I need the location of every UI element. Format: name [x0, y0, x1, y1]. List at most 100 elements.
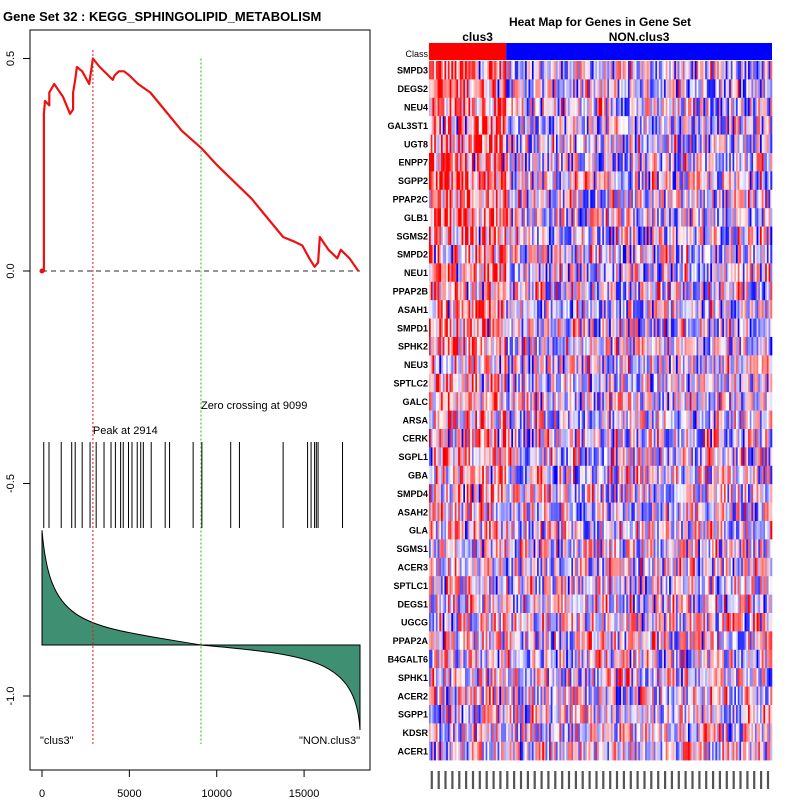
heatmap-cell — [475, 300, 478, 319]
heatmap-cell — [742, 392, 745, 411]
heatmap-cell — [727, 97, 730, 117]
heatmap-cell — [537, 281, 540, 301]
heatmap-cell — [753, 226, 756, 246]
heatmap-cell — [466, 116, 469, 135]
heatmap-cell — [509, 465, 512, 485]
heatmap-cell — [494, 373, 497, 393]
heatmap-cell — [627, 392, 630, 411]
heatmap-cell — [619, 171, 622, 190]
heatmap-cell — [487, 502, 490, 522]
heatmap-cell — [442, 61, 445, 80]
heatmap-cell — [722, 208, 725, 227]
heatmap-cell — [590, 208, 593, 227]
heatmap-cell — [770, 189, 773, 209]
heatmap-cell — [720, 355, 723, 374]
heatmap-cell — [519, 97, 522, 117]
heatmap-cell — [655, 245, 658, 264]
heatmap-cell — [614, 116, 617, 135]
heatmap-cell — [456, 134, 459, 154]
heatmap-cell — [708, 318, 711, 338]
heatmap-cell — [725, 318, 728, 338]
heatmap-cell — [581, 337, 584, 356]
heatmap-cell — [576, 392, 579, 411]
heatmap-cell — [497, 281, 500, 301]
heatmap-cell — [526, 189, 529, 209]
heatmap-cell — [665, 300, 668, 319]
heatmap-cell — [660, 373, 663, 393]
heatmap-cell — [581, 226, 584, 246]
heatmap-cell — [578, 502, 581, 522]
heatmap-cell — [578, 134, 581, 154]
heatmap-cell — [583, 79, 586, 98]
heatmap-cell — [441, 79, 444, 98]
heatmap-cell — [693, 392, 696, 411]
heatmap-cell — [715, 61, 718, 80]
heatmap-cell — [528, 337, 531, 356]
heatmap-cell — [538, 97, 541, 117]
heatmap-cell — [473, 226, 476, 246]
heatmap-cell — [588, 300, 591, 319]
heatmap-cell — [597, 97, 600, 117]
heatmap-cell — [447, 245, 450, 264]
heatmap-cell — [557, 281, 560, 301]
heatmap-cell — [650, 465, 653, 485]
heatmap-cell — [495, 373, 498, 393]
heatmap-cell — [554, 465, 557, 485]
heatmap-cell — [610, 392, 613, 411]
heatmap-cell — [693, 410, 696, 430]
heatmap-cell — [526, 226, 529, 246]
heatmap-cell — [711, 465, 714, 485]
heatmap-cell — [495, 465, 498, 485]
heatmap-cell — [691, 484, 694, 503]
heatmap-cell — [614, 189, 617, 209]
heatmap-cell — [538, 226, 541, 246]
heatmap-cell — [564, 392, 567, 411]
heatmap-cell — [689, 337, 692, 356]
heatmap-cell — [441, 134, 444, 154]
heatmap-cell — [662, 410, 665, 430]
heatmap-cell — [758, 373, 761, 393]
heatmap-cell — [435, 208, 438, 227]
heatmap-cell — [564, 410, 567, 430]
heatmap-cell — [653, 226, 656, 246]
heatmap-cell — [706, 300, 709, 319]
heatmap-cell — [633, 318, 636, 338]
heatmap-cell — [458, 502, 461, 522]
heatmap-cell — [662, 300, 665, 319]
heatmap-cell — [485, 447, 488, 466]
heatmap-cell — [598, 410, 601, 430]
heatmap-cell — [675, 116, 678, 135]
heatmap-cell — [581, 392, 584, 411]
heatmap-cell — [593, 318, 596, 338]
heatmap-cell — [525, 392, 528, 411]
heatmap-cell — [639, 79, 642, 98]
heatmap-cell — [571, 392, 574, 411]
heatmap-cell — [547, 502, 550, 522]
heatmap-cell — [542, 300, 545, 319]
heatmap-cell — [770, 318, 773, 338]
heatmap-cell — [495, 484, 498, 503]
heatmap-cell — [598, 373, 601, 393]
heatmap-cell — [727, 171, 730, 190]
heatmap-cell — [588, 318, 591, 338]
heatmap-cell — [754, 337, 757, 356]
heatmap-cell — [569, 245, 572, 264]
heatmap-cell — [686, 373, 689, 393]
heatmap-cell — [633, 171, 636, 190]
heatmap-cell — [722, 97, 725, 117]
heatmap-cell — [463, 134, 466, 154]
heatmap-cell — [454, 263, 457, 282]
heatmap-cell — [636, 97, 639, 117]
heatmap-cell — [516, 484, 519, 503]
heatmap-cell — [528, 208, 531, 227]
heatmap-cell — [699, 484, 702, 503]
heatmap-cell — [670, 245, 673, 264]
heatmap-cell — [507, 392, 510, 411]
heatmap-cell — [588, 447, 591, 466]
heatmap-cell — [535, 97, 538, 117]
heatmap-cell — [437, 263, 440, 282]
heatmap-cell — [717, 171, 720, 190]
heatmap-cell — [531, 171, 534, 190]
heatmap-cell — [561, 410, 564, 430]
heatmap-cell — [624, 355, 627, 374]
